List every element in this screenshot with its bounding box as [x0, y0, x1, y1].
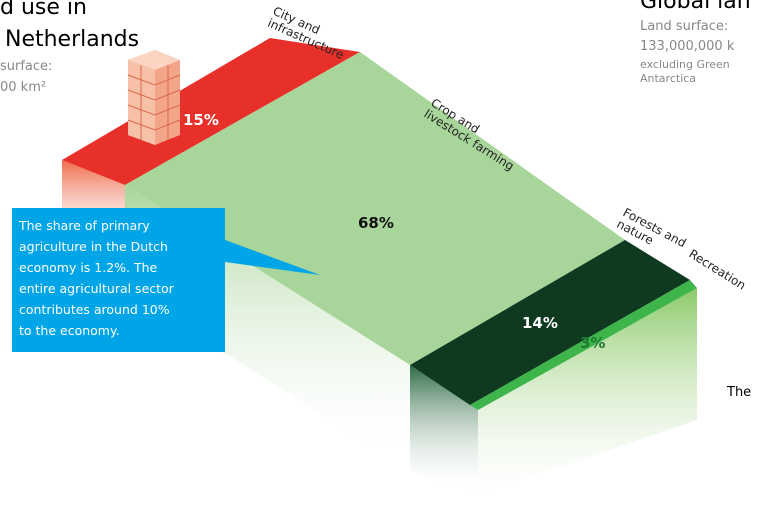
forest-side — [410, 365, 478, 495]
subtitle: 133,000,000 k — [640, 39, 735, 54]
recreation-top — [470, 280, 697, 410]
share: 3% — [580, 334, 605, 352]
subtitle: excluding Green — [640, 58, 730, 71]
subtitle: Antarctica — [640, 72, 696, 85]
title: d use in — [0, 0, 87, 20]
title: Netherlands — [5, 27, 139, 52]
share: 68% — [358, 214, 394, 232]
subtitle: surface: — [0, 59, 52, 74]
forest-top — [410, 240, 690, 405]
share: 15% — [183, 111, 219, 129]
subtitle: Land surface: — [640, 19, 728, 34]
callout-text: agriculture in the Dutch — [19, 239, 168, 254]
city-top — [62, 38, 360, 185]
farm-top — [125, 52, 625, 365]
subtitle: 00 km² — [0, 80, 46, 95]
title: Global lan — [640, 0, 751, 14]
callout-text: contributes around 10% — [19, 302, 170, 317]
callout-text: economy is 1.2%. The — [19, 260, 158, 275]
right-face — [478, 288, 697, 495]
callout-text: The share of primary — [18, 218, 150, 233]
segment-label: Recreation — [686, 247, 748, 293]
callout-text: entire agricultural sector — [19, 281, 175, 296]
callout: The share of primary agriculture in the … — [12, 208, 320, 352]
building-icon — [127, 50, 181, 145]
share: 14% — [522, 314, 558, 332]
note: The — [726, 385, 751, 400]
callout-text: to the economy. — [19, 323, 120, 338]
